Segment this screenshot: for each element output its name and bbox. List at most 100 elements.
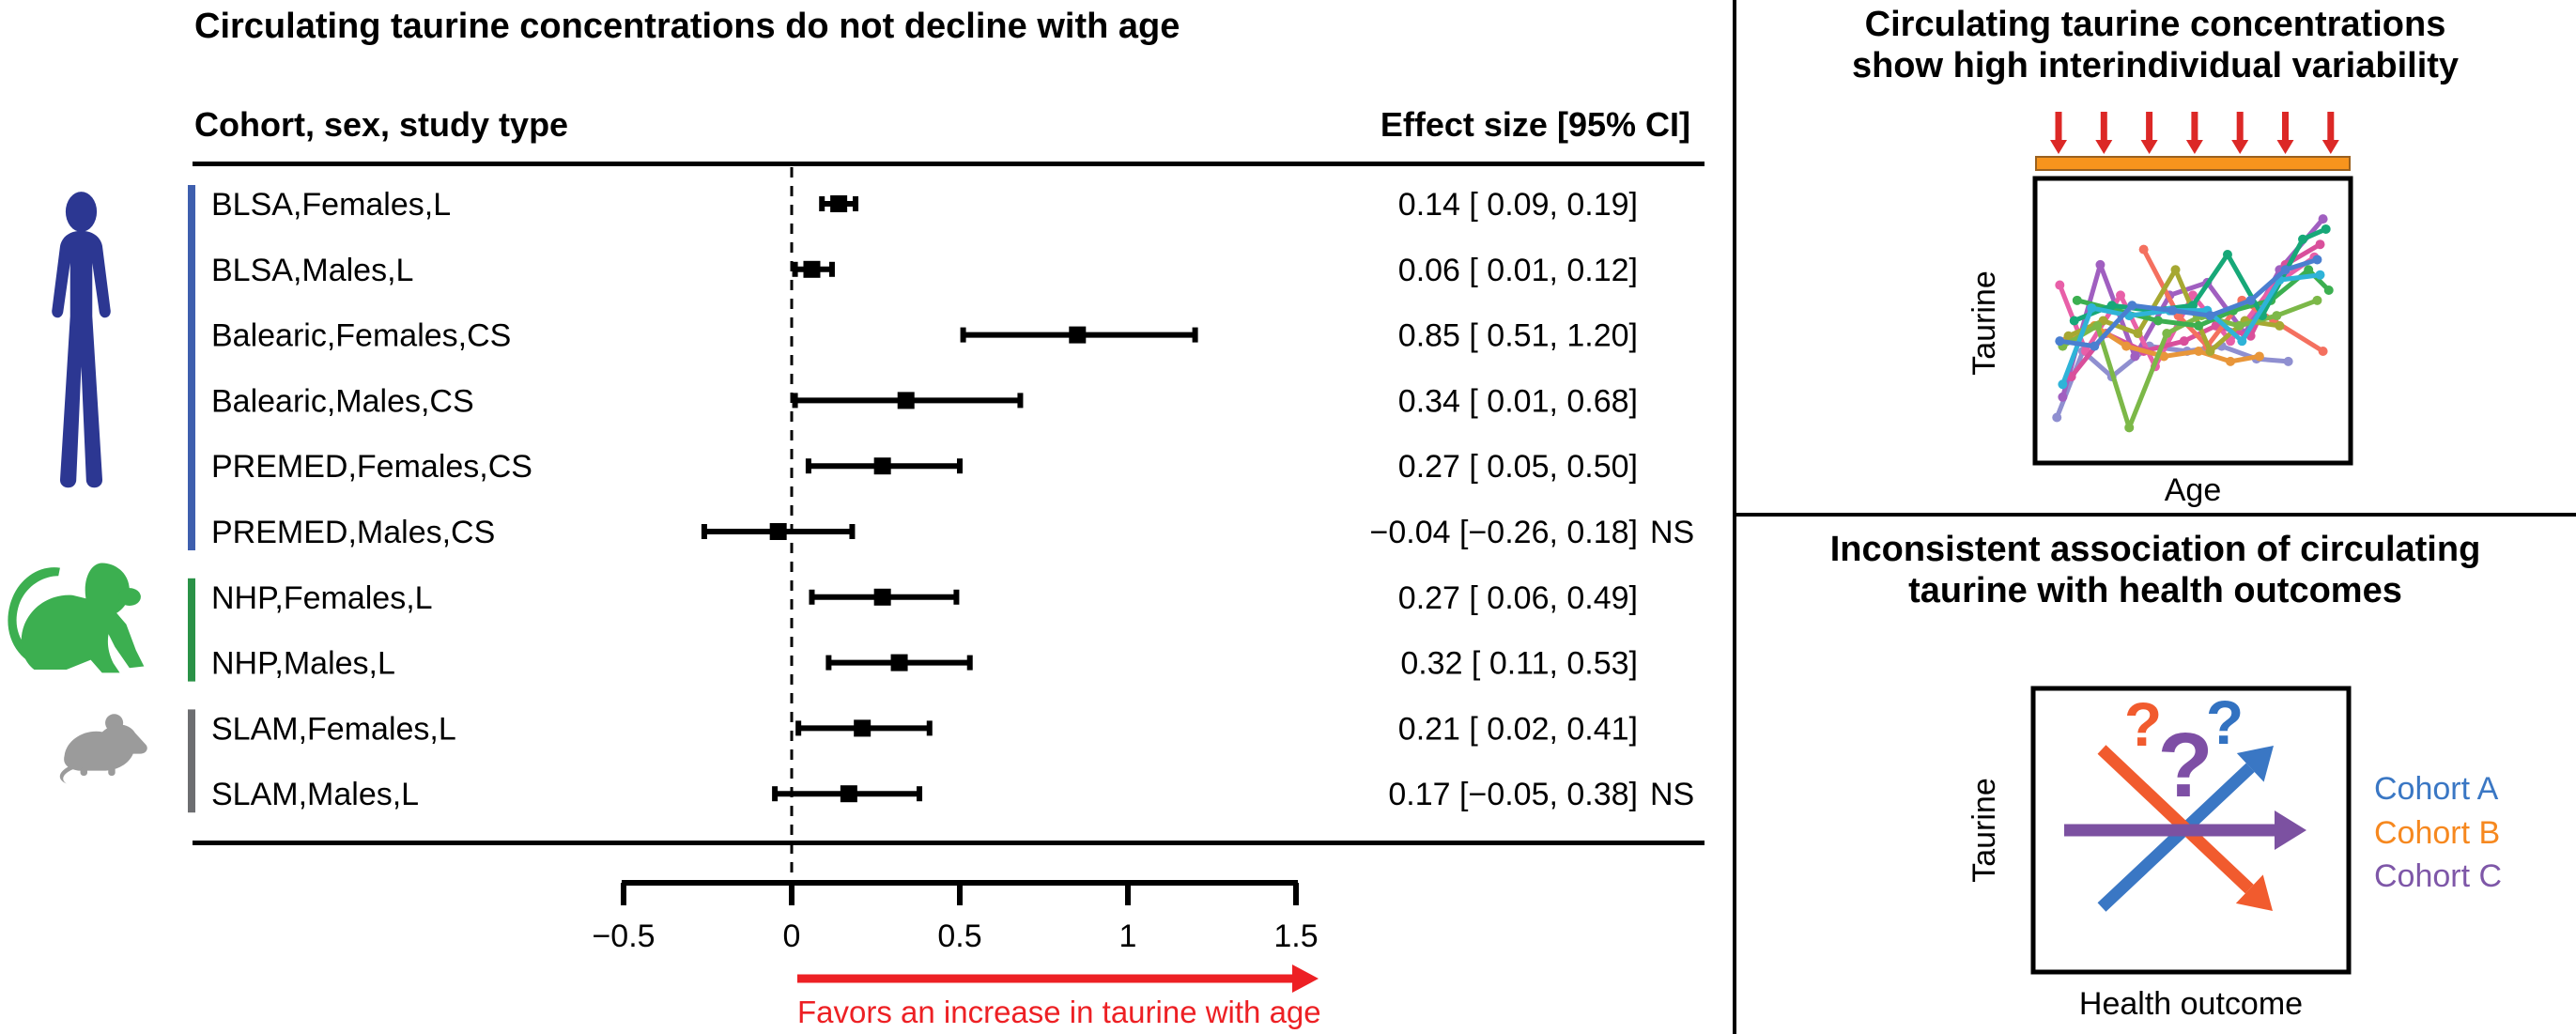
trajectory-point	[2298, 234, 2308, 244]
ci-cap-low	[825, 655, 832, 671]
variability-x-axis-label: Age	[2164, 472, 2222, 508]
ns-flag: NS	[1650, 777, 1694, 812]
trajectory-line	[2055, 255, 2322, 351]
question-mark-blue: ?	[2206, 687, 2244, 757]
vertical-panel-divider	[1733, 0, 1736, 1034]
pressure-arrow	[2231, 112, 2249, 154]
trajectory-point	[2090, 341, 2100, 351]
trajectory-point	[2116, 290, 2125, 301]
trajectory-line	[2069, 224, 2331, 326]
trajectory-point	[2315, 239, 2325, 250]
trajectory-path	[2073, 226, 2327, 323]
trajectory-point	[2179, 336, 2189, 347]
effect-marker	[897, 392, 915, 409]
table-top-rule	[193, 162, 1704, 166]
pressure-arrow-head	[2140, 140, 2158, 154]
pressure-arrow	[2140, 112, 2158, 154]
trajectory-point	[2069, 316, 2079, 326]
effect-size-text: 0.32 [ 0.11, 0.53]	[1400, 646, 1638, 682]
forest-column-header-right: Effect size [95% CI]	[1380, 105, 1690, 144]
forest-row-label: PREMED,Females,CS	[211, 449, 532, 485]
variability-y-axis-label: Taurine	[1967, 270, 2002, 376]
forest-row: NHP,Females,L 0.27 [ 0.06, 0.49]	[211, 580, 1638, 616]
trajectory-point	[2283, 356, 2293, 366]
trajectory-point	[2170, 265, 2181, 275]
ci-cap-low	[701, 524, 707, 539]
forest-row-label: NHP,Males,L	[211, 646, 395, 682]
trajectory-point	[2188, 301, 2198, 311]
ci-cap-low	[809, 589, 815, 605]
forest-row-label: SLAM,Males,L	[211, 777, 419, 812]
question-mark-purple: ?	[2157, 714, 2213, 816]
trajectory-point	[2237, 336, 2247, 347]
effect-size-text: 0.34 [ 0.01, 0.68]	[1398, 383, 1638, 419]
trajectory-point	[2138, 244, 2149, 255]
association-y-axis-label: Taurine	[1967, 778, 2002, 883]
forest-row: SLAM,Males,L 0.17 [−0.05, 0.38] NS	[211, 777, 1694, 812]
association-arrow-flat-head	[2275, 810, 2306, 850]
effect-marker	[769, 523, 787, 540]
pressure-arrow-head	[2276, 140, 2294, 154]
effect-marker	[873, 457, 891, 475]
ci-cap-low	[792, 261, 798, 277]
effect-size-text: 0.85 [ 0.51, 1.20]	[1398, 318, 1638, 354]
ci-cap-high	[828, 261, 835, 277]
pressure-arrow	[2095, 112, 2113, 154]
effect-size-text: −0.04 [−0.26, 0.18]	[1370, 515, 1638, 550]
ci-cap-high	[957, 458, 963, 474]
association-arrow-down	[2097, 745, 2273, 911]
forest-panel-title: Circulating taurine concentrations do no…	[194, 7, 1180, 46]
ci-cap-high	[926, 720, 933, 736]
association-arrow-up-shaft	[2097, 763, 2255, 912]
trajectory-point	[2121, 341, 2132, 351]
horizontal-panel-divider	[1736, 513, 2576, 517]
legend-item-cohort-b: Cohort B	[2374, 815, 2501, 851]
pressure-arrow	[2050, 112, 2067, 154]
association-arrow-down-head	[2235, 874, 2273, 911]
forest-row: BLSA,Males,L 0.06 [ 0.01, 0.12]	[211, 253, 1638, 288]
forest-row: SLAM,Females,L 0.21 [ 0.02, 0.41]	[211, 711, 1638, 747]
trajectory-point	[2124, 423, 2135, 433]
monkey-silhouette-icon	[8, 563, 145, 673]
trajectory-point	[2312, 255, 2322, 265]
ci-cap-high	[966, 655, 973, 671]
association-x-axis-label: Health outcome	[2078, 986, 2304, 1022]
trajectory-point	[2055, 336, 2065, 347]
group-bar-mouse	[188, 709, 195, 813]
effect-size-text: 0.27 [ 0.05, 0.50]	[1398, 449, 1638, 485]
ns-flag: NS	[1650, 515, 1694, 550]
trajectory-point	[2133, 329, 2143, 339]
trajectory-point	[2162, 329, 2172, 339]
forest-row: PREMED,Males,CS −0.04 [−0.26, 0.18] NS	[211, 515, 1694, 550]
effect-marker	[803, 260, 821, 278]
forest-row-label: Balearic,Males,CS	[211, 383, 474, 419]
association-arrow-up	[2097, 746, 2274, 912]
variability-panel-title: Circulating taurine concentrations show …	[1851, 5, 2460, 85]
trajectory-point	[2245, 295, 2256, 305]
trajectory-point	[2167, 305, 2178, 316]
trajectory-point	[2304, 265, 2314, 275]
ci-cap-low	[795, 720, 802, 736]
trajectory-point	[2153, 316, 2164, 326]
association-arrow-down-shaft	[2097, 745, 2254, 894]
effect-size-text: 0.06 [ 0.01, 0.12]	[1398, 253, 1638, 288]
trajectory-point	[2130, 351, 2140, 362]
orange-bar	[2035, 156, 2351, 171]
forest-row: PREMED,Females,CS 0.27 [ 0.05, 0.50]	[211, 449, 1638, 485]
trajectory-point	[2226, 336, 2236, 347]
trajectory-point	[2159, 351, 2169, 362]
effect-marker	[830, 195, 848, 212]
trajectory-point	[2226, 356, 2236, 366]
forest-row-label: NHP,Females,L	[211, 580, 433, 616]
forest-row: BLSA,Females,L 0.14 [ 0.09, 0.19]	[211, 187, 1638, 223]
table-bottom-rule	[193, 841, 1704, 845]
x-axis-tick-label: 0.5	[937, 918, 981, 954]
ci-cap-high	[1192, 327, 1198, 343]
pressure-arrow-head	[2321, 140, 2339, 154]
forest-axis-note: Favors an increase in taurine with age	[797, 995, 1321, 1029]
trajectory-point	[2188, 290, 2198, 301]
trajectory-point	[2280, 265, 2291, 275]
forest-row-label: BLSA,Males,L	[211, 253, 413, 288]
trajectory-point	[2205, 311, 2215, 321]
